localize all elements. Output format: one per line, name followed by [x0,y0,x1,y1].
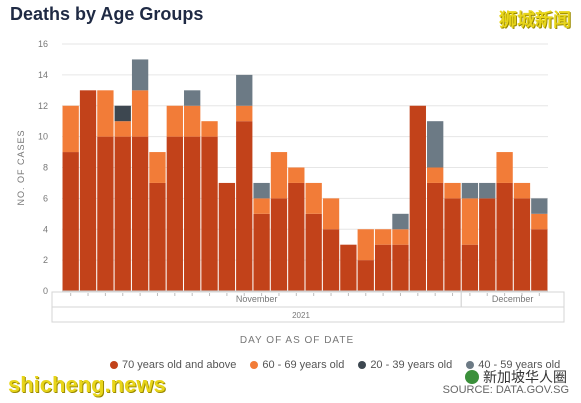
bar-segment-2 [62,105,79,153]
legend-dot-20-39 [358,361,367,369]
y-tick-label: 8 [43,163,48,173]
bar-segment-2 [392,229,409,245]
legend-label-20-39: 20 - 39 years old [370,359,453,371]
brand-badge: 新加坡华人圈 [465,367,567,387]
bar-segment-2 [496,152,513,183]
bar-segment-2 [236,105,253,122]
bar-segment-1 [427,182,444,291]
bar-segment-1 [374,244,392,291]
legend-label-40-59: 40 - 59 years old [478,359,561,371]
chart-title: Deaths by Age Groups [10,4,204,24]
y-tick-label: 2 [43,255,48,265]
bar-segment-1 [62,152,79,291]
legend-item-20-39[interactable]: 20 - 39 years old [358,359,452,371]
y-tick-label: 4 [43,224,48,234]
brand-label: 新加坡华人圈 [483,370,567,386]
bar-segment-1 [513,198,531,291]
year-label: 2021 [292,311,310,320]
bar-segment-2 [166,105,183,137]
bar-segment-1 [166,136,183,291]
bar-segment-1 [357,260,374,291]
bar-segment-1 [322,229,340,291]
bar-segment-1 [444,198,461,291]
bar-segment-4 [531,198,548,214]
bar-segment-1 [340,244,357,291]
legend-item-70-plus[interactable]: 70 years old and above [110,359,236,371]
bar-segment-1 [531,229,548,291]
bar-segment-1 [253,213,270,291]
chart-legend: 70 years old and above 60 - 69 years old… [110,359,560,371]
bar-segment-1 [288,182,305,291]
bar-segment-1 [184,136,201,291]
bar-segment-2 [270,152,288,199]
bar-segment-4 [479,182,496,199]
x-axis-label: DAY OF AS OF DATE [240,335,354,346]
bar-segment-1 [131,136,149,291]
month-label-december: December [492,294,534,304]
bar-segment-2 [357,229,374,261]
legend-dot-70-plus [110,361,118,369]
bar-segment-1 [97,136,114,291]
bar-segment-2 [253,198,270,214]
bar-segment-4 [392,213,409,230]
bar-segment-1 [409,105,426,291]
legend-dot-60-69 [250,361,259,369]
bar-segment-2 [427,167,444,183]
bar-segment-1 [236,121,253,291]
bar-segment-1 [218,182,236,291]
bar-segment-4 [236,74,253,106]
bar-segment-2 [131,90,149,137]
bar-segment-1 [149,182,166,291]
bar-segment-1 [201,136,218,291]
bar-segment-1 [79,90,97,291]
legend-label-60-69: 60 - 69 years old [262,359,345,371]
bar-segment-2 [374,229,392,245]
bar-segment-3 [114,105,131,122]
legend-dot-40-59 [466,361,475,369]
bar-segment-4 [184,90,201,106]
bar-segment-4 [253,182,270,199]
watermark-site: shicheng.news [8,372,166,397]
bar-segment-2 [531,213,548,230]
bar-segment-2 [322,198,340,230]
bar-segment-1 [479,198,496,291]
bar-segment-1 [496,182,513,291]
bar-segment-1 [461,244,479,291]
bar-segment-4 [461,182,479,199]
bar-segment-2 [184,105,201,137]
year-band [51,306,565,323]
bar-segment-2 [114,121,131,137]
y-tick-label: 14 [38,70,48,80]
y-tick-label: 10 [38,132,48,142]
y-tick-label: 0 [43,286,48,296]
watermark-top: 狮城新闻 [499,10,571,31]
bar-segment-1 [270,198,288,291]
bar-segment-2 [444,182,461,199]
source-note: SOURCE: DATA.GOV.SG [442,384,569,396]
brand-logo-icon [465,370,479,384]
y-tick-label: 12 [38,101,48,111]
bar-segment-2 [513,182,531,199]
bar-segment-1 [114,136,131,291]
bar-segment-1 [392,244,409,291]
bar-segment-2 [305,182,322,214]
bar-segment-2 [201,121,218,137]
y-tick-label: 6 [43,193,48,203]
legend-item-60-69[interactable]: 60 - 69 years old [250,359,344,371]
bar-segment-2 [97,90,114,137]
bar-segment-4 [427,121,444,168]
bar-segment-4 [131,59,149,91]
legend-label-70-plus: 70 years old and above [122,359,237,371]
bar-segment-2 [288,167,305,183]
month-label-november: November [236,294,278,304]
bar-segment-1 [305,213,322,291]
bar-segment-2 [149,152,166,183]
legend-item-40-59[interactable]: 40 - 59 years old [466,359,560,371]
y-axis-label: NO. OF CASES [16,129,26,205]
bar-segment-2 [461,198,479,245]
y-tick-label: 16 [38,39,48,49]
